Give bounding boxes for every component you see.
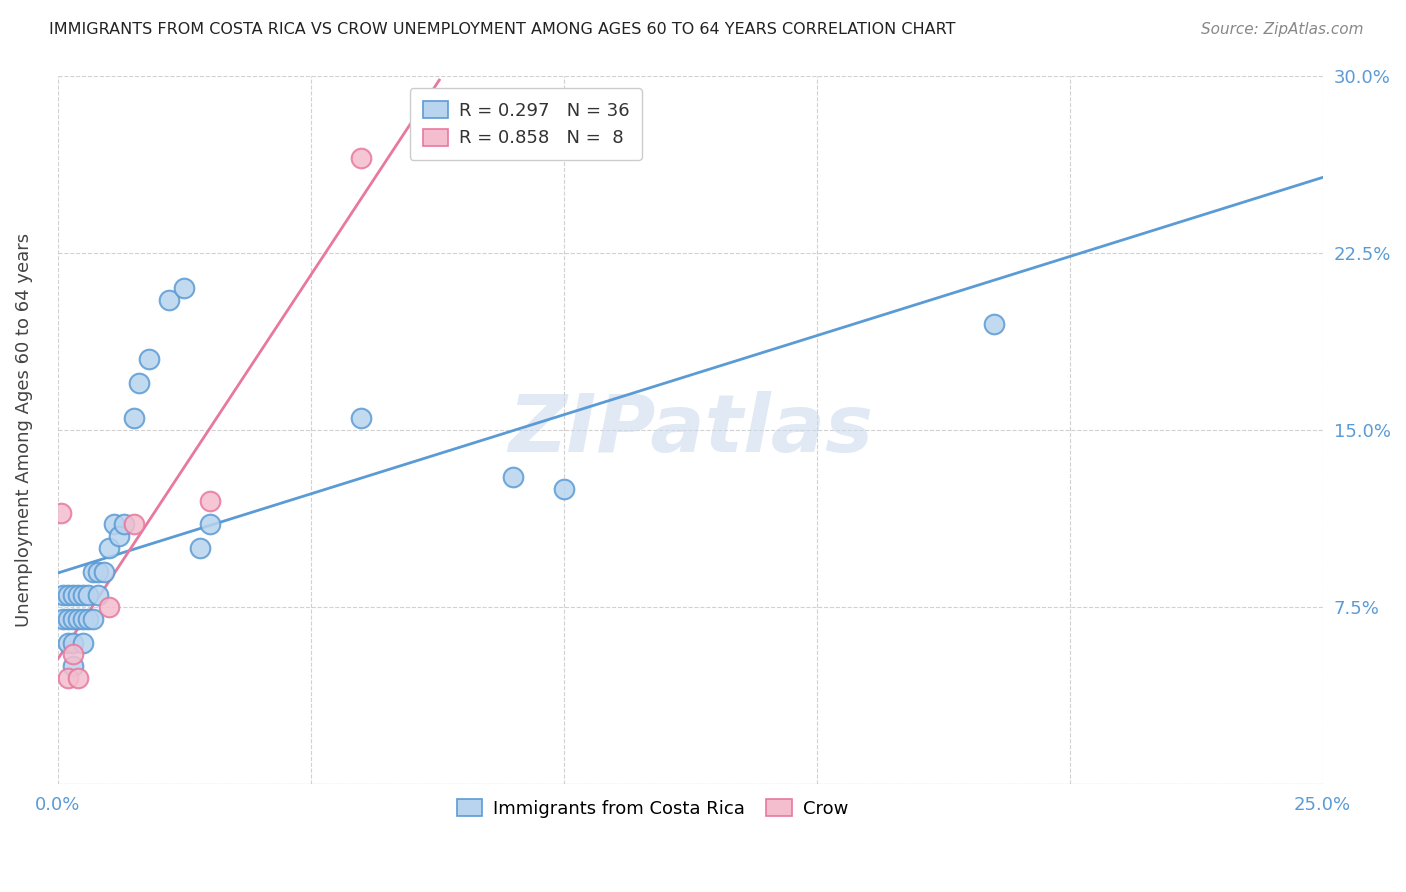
Point (983, 317, 1005, 331)
Point (198, 517, 221, 532)
Point (122, 517, 145, 532)
Point (77, 588, 100, 602)
Point (188, 541, 211, 555)
Point (77, 612, 100, 626)
Point (157, 293, 180, 307)
Point (122, 411, 145, 425)
Point (112, 517, 135, 532)
Point (62, 648, 84, 662)
Point (56, 671, 79, 685)
Point (128, 376, 150, 390)
Point (107, 529, 129, 543)
Point (82, 612, 104, 626)
Point (173, 281, 195, 295)
Point (49, 506, 72, 520)
Text: ZIPatlas: ZIPatlas (508, 391, 873, 469)
Y-axis label: Unemployment Among Ages 60 to 64 years: Unemployment Among Ages 60 to 64 years (15, 233, 32, 627)
Point (502, 470, 524, 484)
Point (198, 494, 221, 508)
Point (87, 588, 110, 602)
Legend: Immigrants from Costa Rica, Crow: Immigrants from Costa Rica, Crow (450, 792, 855, 825)
Point (52, 612, 75, 626)
Text: IMMIGRANTS FROM COSTA RICA VS CROW UNEMPLOYMENT AMONG AGES 60 TO 64 YEARS CORREL: IMMIGRANTS FROM COSTA RICA VS CROW UNEMP… (49, 22, 956, 37)
Point (103, 517, 125, 532)
Point (82, 565, 104, 579)
Point (553, 482, 575, 496)
Point (62, 635, 84, 649)
Point (97, 600, 120, 615)
Point (72, 635, 94, 649)
Point (138, 352, 160, 367)
Point (97, 541, 120, 555)
Point (52, 588, 75, 602)
Point (350, 151, 373, 165)
Point (93, 565, 115, 579)
Point (56, 588, 79, 602)
Point (67, 671, 90, 685)
Point (72, 612, 94, 626)
Point (62, 588, 84, 602)
Point (72, 588, 94, 602)
Point (87, 565, 110, 579)
Point (62, 612, 84, 626)
Point (67, 588, 90, 602)
Point (56, 635, 79, 649)
Point (56, 612, 79, 626)
Point (62, 659, 84, 673)
Point (67, 612, 90, 626)
Text: Source: ZipAtlas.com: Source: ZipAtlas.com (1201, 22, 1364, 37)
Point (350, 411, 373, 425)
